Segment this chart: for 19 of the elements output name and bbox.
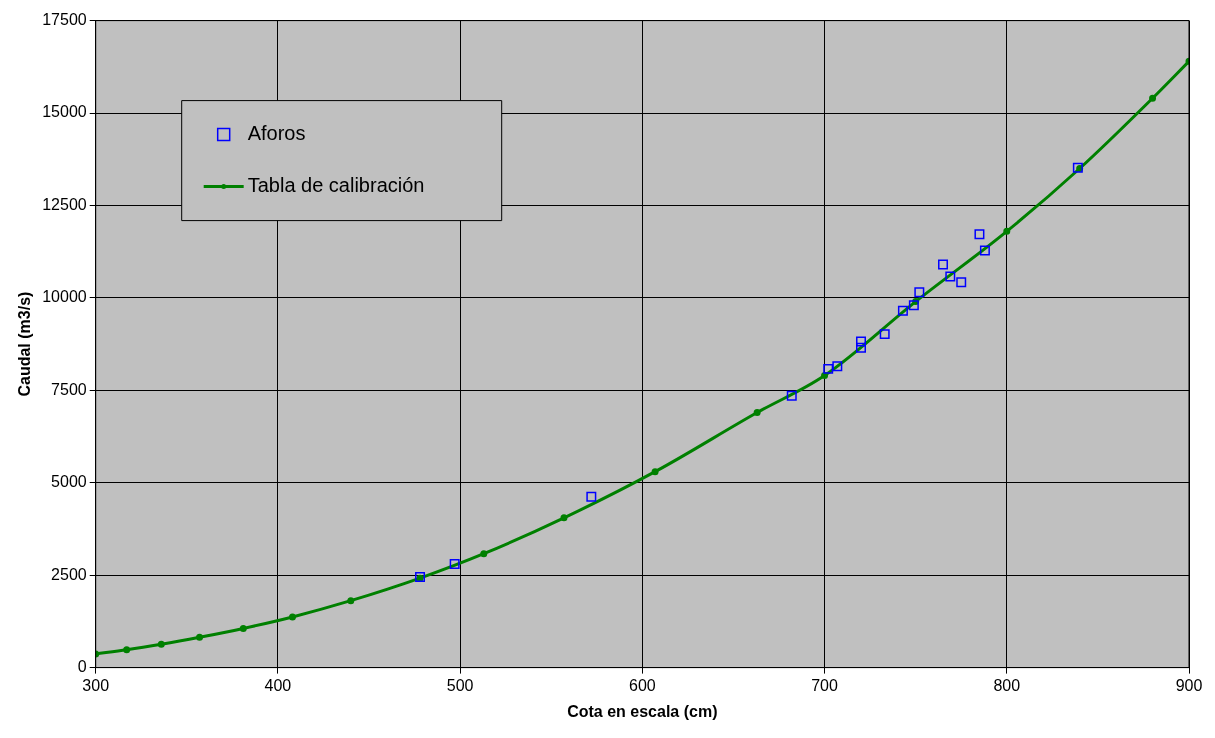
x-tick-label: 500 [446,676,474,694]
y-tick-label: 10000 [42,288,87,306]
x-tick-label: 400 [264,676,292,694]
x-tick-label: 900 [1175,676,1203,694]
x-tick-label: 800 [993,676,1021,694]
y-tick-label: 7500 [51,380,87,398]
y-tick-label: 12500 [42,195,87,213]
legend-label: Aforos [247,122,306,145]
x-tick-label: 300 [82,676,110,694]
y-tick-label: 17500 [42,11,87,29]
x-axis-title: Cota en escala (cm) [567,702,718,720]
y-tick-label: 2500 [51,565,87,583]
x-tick-label: 600 [628,676,656,694]
y-axis-title: Caudal (m3/s) [16,291,34,397]
y-tick-label: 0 [77,658,87,676]
y-tick-label: 15000 [42,103,87,121]
x-tick-label: 700 [811,676,839,694]
legend-label: Tabla de calibración [247,174,425,197]
y-tick-label: 5000 [51,473,87,491]
